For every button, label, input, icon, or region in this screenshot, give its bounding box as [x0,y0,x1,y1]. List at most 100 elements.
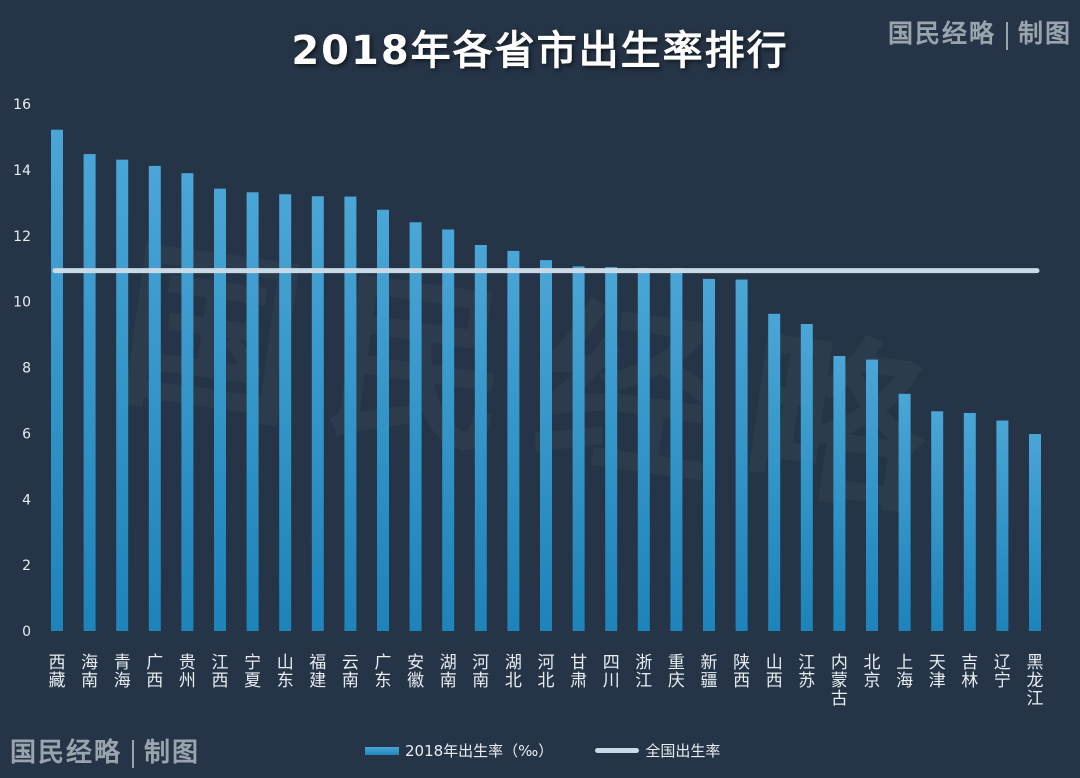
x-tick-label: 江 [1027,689,1044,709]
x-tick-label: 江 [635,671,652,691]
chart-title: 2018年各省市出生率排行 [291,28,789,74]
x-tick-label: 州 [179,671,196,691]
y-tick-label: 4 [22,492,31,508]
x-tick-label: 贵 [179,653,196,673]
x-tick-label: 河 [472,653,489,673]
x-tick-label: 东 [277,671,294,691]
chart-legend: 2018年出生率（‰） 全国出生率 [365,740,720,761]
x-tick-label: 江 [798,653,815,673]
x-tick-label: 山 [766,653,783,673]
x-tick-label: 南 [440,671,457,691]
bar-西藏 [51,129,63,631]
bar-北京 [866,359,878,631]
x-tick-label: 庆 [668,671,685,691]
x-tick-label: 建 [309,671,326,691]
bar-辽宁 [996,420,1009,631]
bar-广东 [377,209,389,631]
brand-logo-bottom: 国民经略 制图 [10,732,200,769]
x-tick-label: 山 [277,653,294,673]
x-tick-label: 古 [831,689,848,709]
x-tick-label: 北 [538,671,555,691]
bar-陕西 [735,279,748,631]
x-tick-label: 夏 [244,671,261,691]
bar-甘肃 [572,266,585,631]
bar-浙江 [637,268,650,631]
x-tick-label: 西 [212,671,229,691]
bar-江西 [214,188,226,632]
bar-宁夏 [246,192,259,631]
x-tick-label: 浙 [635,653,652,673]
y-tick-label: 8 [22,361,31,377]
x-tick-label: 辽 [994,653,1011,673]
x-tick-label: 藏 [49,671,66,691]
legend-line-label: 全国出生率 [645,742,721,760]
x-tick-label: 南 [342,671,359,691]
x-tick-label: 西 [733,671,750,691]
x-tick-label: 东 [375,671,392,691]
x-tick-label: 青 [114,653,131,673]
brand-name: 国民经略 [10,738,123,768]
x-tick-label: 西 [49,653,66,673]
x-tick-label: 海 [114,671,131,691]
x-tick-label: 河 [538,653,555,673]
bar-青海 [116,159,129,631]
bar-重庆 [670,268,683,631]
x-tick-label: 黑 [1027,653,1044,673]
bar-海南 [83,154,96,631]
bar-山东 [279,194,292,631]
x-tick-label: 肃 [570,671,587,691]
x-tick-label: 甘 [570,653,587,673]
x-tick-label: 上 [896,653,913,673]
x-tick-label: 北 [864,653,881,673]
bar-四川 [605,267,618,631]
brand-suffix: 制图 [144,738,201,768]
y-tick-label: 14 [13,163,31,179]
x-tick-label: 安 [407,653,424,673]
y-tick-label: 2 [22,558,31,574]
bar-广西 [148,165,161,632]
bar-江苏 [800,324,813,631]
x-tick-label: 宁 [244,653,261,673]
legend-line-swatch [595,748,640,753]
x-tick-label: 北 [505,671,522,691]
x-tick-label: 川 [603,671,620,691]
y-tick-label: 12 [13,229,31,245]
y-tick-label: 0 [22,624,31,640]
bar-河南 [474,244,487,631]
x-tick-label: 广 [146,653,163,673]
x-tick-label: 京 [864,671,881,691]
bar-黑龙江 [1029,434,1041,631]
x-tick-label: 广 [375,653,392,673]
y-tick-label: 16 [13,97,31,113]
x-tick-label: 云 [342,653,359,673]
brand-separator [1005,21,1008,50]
x-tick-label: 津 [929,671,946,691]
x-tick-label: 吉 [961,653,978,673]
x-tick-label: 疆 [701,671,718,691]
bar-上海 [898,393,911,631]
x-tick-label: 福 [309,653,326,673]
y-tick-label: 10 [13,295,31,311]
bar-云南 [344,196,357,631]
x-tick-label: 林 [961,671,978,691]
x-tick-label: 江 [212,653,229,673]
x-tick-label: 南 [81,671,98,691]
x-tick-label: 西 [146,671,163,691]
x-tick-label: 新 [701,653,718,673]
x-tick-label: 蒙 [831,671,848,691]
bar-吉林 [963,412,976,631]
legend-bar-label: 2018年出生率（‰） [405,742,554,760]
bar-安徽 [409,222,422,632]
y-tick-label: 6 [22,426,31,442]
bar-福建 [311,196,324,631]
brand-separator [132,740,135,768]
x-tick-label: 湖 [505,653,522,673]
x-tick-label: 龙 [1027,671,1044,691]
bar-天津 [931,411,944,631]
x-tick-label: 海 [81,653,98,673]
x-tick-label: 陕 [733,653,750,673]
x-tick-label: 南 [472,671,489,691]
x-tick-label: 重 [668,653,685,673]
brand-logo-top: 国民经略 制图 [888,14,1072,50]
